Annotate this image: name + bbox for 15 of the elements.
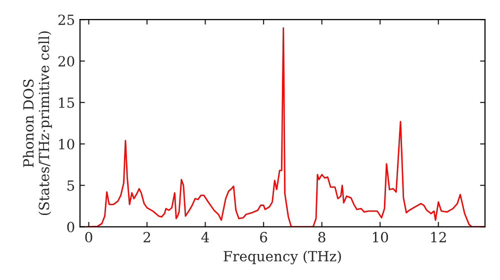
x-tick-label: 2 — [144, 232, 150, 242]
x-tick-label: 12 — [431, 232, 446, 242]
y-tick-label: 10 — [59, 138, 74, 150]
y-tick-label: 25 — [58, 14, 74, 26]
y-tick-label: 15 — [59, 97, 74, 108]
x-tick-label: 8 — [318, 232, 326, 242]
y-tick-label: 0 — [67, 222, 74, 232]
y-tick-label: 5 — [67, 180, 74, 191]
x-tick-label: 0 — [85, 232, 92, 242]
x-tick-label: 10 — [372, 232, 388, 242]
x-axis-title: Frequency (THz) — [224, 250, 341, 264]
y-tick-label: 20 — [58, 56, 74, 67]
x-tick-label: 6 — [260, 232, 268, 242]
y-axis-title: Phonon DOS (States/THz·primitive cell) — [22, 31, 52, 216]
x-tick-label: 4 — [201, 232, 210, 242]
